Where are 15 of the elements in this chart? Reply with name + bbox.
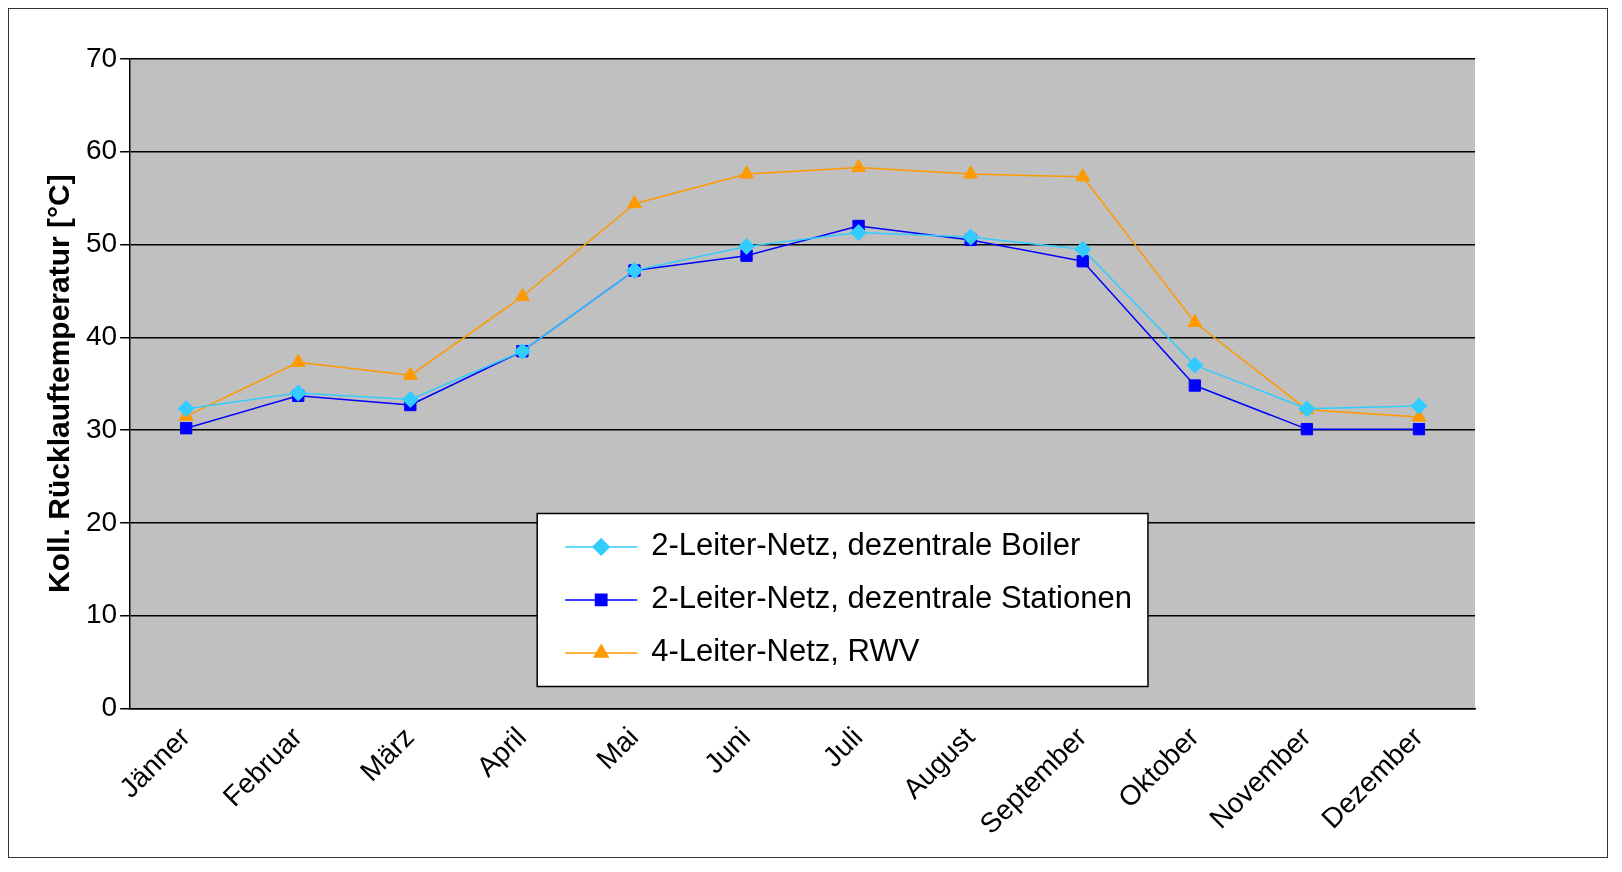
- y-tick-label: 20: [85, 505, 118, 537]
- y-tick-label: 50: [85, 227, 118, 259]
- legend-label: 4-Leiter-Netz, RWV: [651, 633, 920, 669]
- y-axis-title: Koll. Rücklauftemperatur [°C]: [42, 174, 76, 594]
- y-tick-label: 30: [85, 412, 118, 444]
- y-tick-label: 70: [85, 41, 118, 73]
- legend-label: 2-Leiter-Netz, dezentrale Boiler: [651, 527, 1081, 563]
- legend-label: 2-Leiter-Netz, dezentrale Stationen: [651, 580, 1132, 616]
- y-tick-label: 40: [85, 320, 118, 352]
- x-tick-label: Juli: [816, 721, 869, 773]
- y-tick-label: 10: [85, 598, 118, 630]
- x-tick-label: Juni: [697, 721, 757, 780]
- y-tick-label: 0: [101, 691, 118, 723]
- y-tick-label: 60: [85, 134, 118, 166]
- x-tick-label: Mai: [590, 721, 645, 775]
